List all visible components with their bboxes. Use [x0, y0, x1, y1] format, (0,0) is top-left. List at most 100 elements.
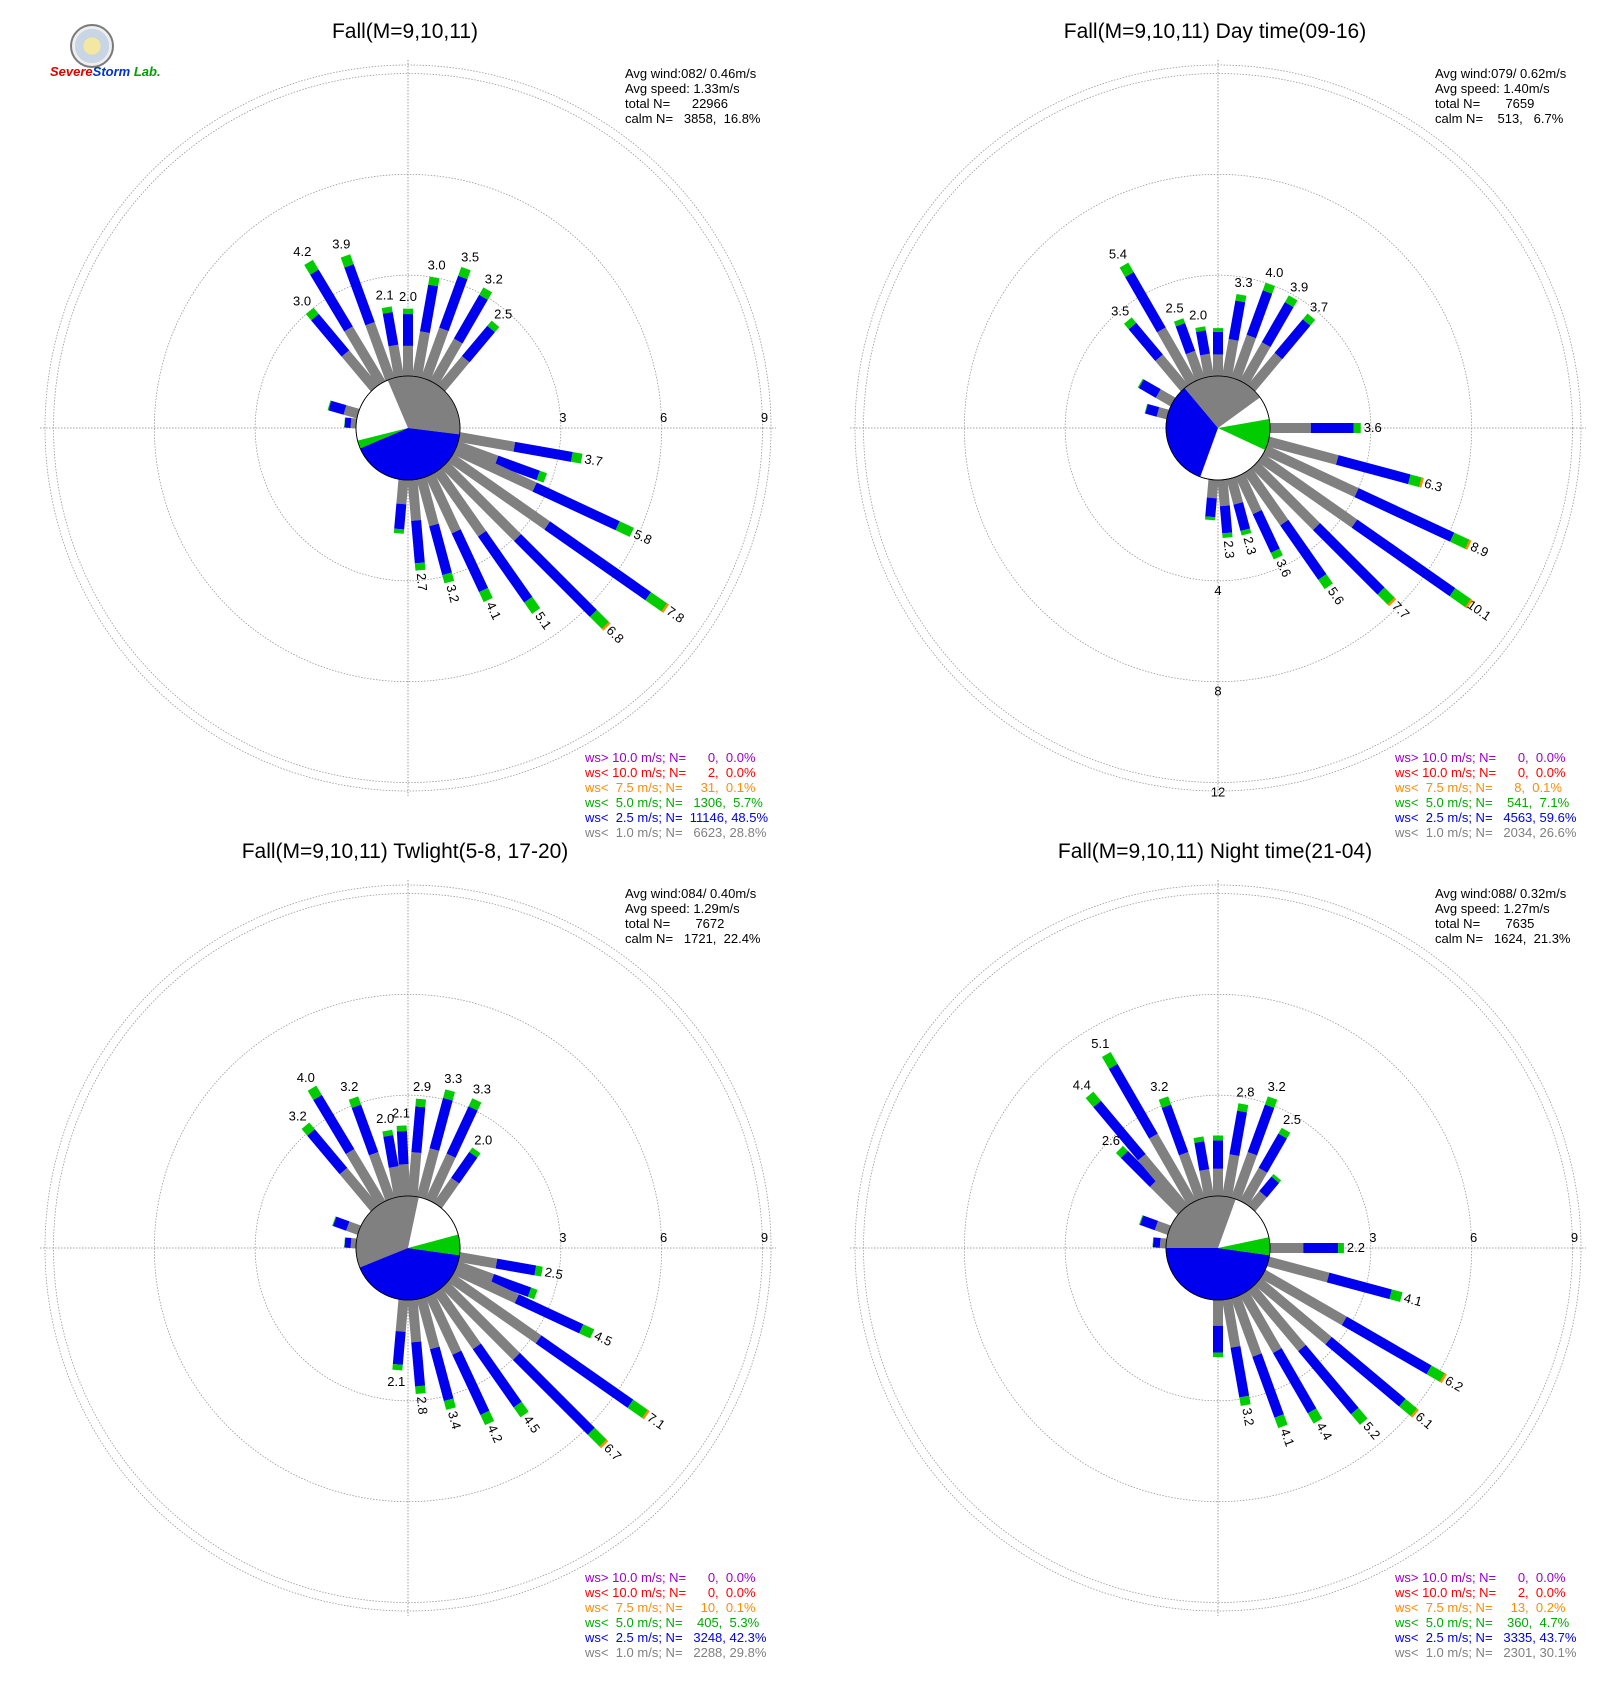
petal-320-gray — [1155, 354, 1189, 392]
panel-title: Fall(M=9,10,11) Twlight(5-8, 17-20) — [241, 840, 569, 863]
calm-sector-blue — [1166, 1248, 1270, 1300]
ring-2 — [153, 993, 663, 1503]
petal-label-20: 4.0 — [1265, 265, 1283, 280]
petal-25-green — [468, 1098, 482, 1111]
petal-0-green — [1213, 1135, 1223, 1141]
petal-100-gray — [458, 1252, 498, 1269]
petal-357-green — [396, 1125, 407, 1132]
petal-label-165: 3.4 — [445, 1409, 464, 1430]
petal-label-10: 3.0 — [428, 258, 446, 273]
petal-340-green — [1173, 318, 1186, 327]
petal-label-105: 6.3 — [1423, 476, 1444, 495]
petal-290-blue — [332, 1216, 350, 1231]
petal-140-blue — [1298, 1344, 1359, 1415]
petal-350-gray — [1199, 1169, 1214, 1198]
stat-calm: calm N= 1624, 21.3% — [1435, 931, 1571, 946]
petal-180-gray — [1213, 1300, 1223, 1326]
petal-175-blue — [1219, 505, 1233, 534]
petal-10-blue — [1228, 300, 1246, 341]
petal-125-green — [645, 592, 669, 613]
petal-275-green — [344, 1237, 346, 1248]
petal-115-blue — [532, 482, 620, 531]
petal-165-gray — [416, 1296, 440, 1350]
petal-155-gray — [425, 1293, 462, 1355]
petal-label-320: 3.0 — [293, 294, 311, 309]
petal-315-gray — [1149, 1179, 1185, 1215]
ring-1 — [1064, 1094, 1372, 1402]
petal-145-green — [1318, 574, 1333, 590]
petal-185-blue — [394, 503, 407, 530]
petal-145-gray — [433, 467, 487, 537]
petal-275-gray — [1159, 1237, 1167, 1249]
petal-286-blue — [328, 400, 347, 415]
petal-105-blue — [1326, 1272, 1392, 1300]
petal-155-green — [479, 587, 493, 603]
severe-storm-lab-logo: SevereStorm Lab. — [50, 22, 161, 84]
petal-330-blue — [1125, 272, 1166, 333]
stat-avg-wind: Avg wind:082/ 0.46m/s — [625, 66, 757, 81]
petal-0-gray — [1213, 1168, 1223, 1196]
petal-label-155: 4.2 — [485, 1422, 506, 1445]
petal-5-gray — [407, 1152, 422, 1197]
petal-label-30: 3.2 — [485, 271, 503, 286]
petal-125-orange — [1465, 598, 1473, 609]
petal-275-gray — [350, 1238, 357, 1249]
petal-300-green — [1137, 378, 1144, 388]
petal-110-blue — [494, 455, 540, 481]
petal-90-green — [1353, 423, 1361, 433]
petal-5-blue — [411, 1106, 426, 1153]
petal-label-330: 5.1 — [1091, 1036, 1109, 1051]
petal-30-blue — [1258, 1133, 1287, 1173]
ring-label-2: 6 — [660, 1230, 667, 1245]
stat-avg-wind: Avg wind:079/ 0.62m/s — [1435, 66, 1567, 81]
ring-outer — [854, 64, 1582, 792]
petal-165-green — [443, 1398, 456, 1410]
petal-label-155: 3.6 — [1273, 557, 1294, 580]
petal-320-green — [1124, 317, 1137, 330]
petal-label-350: 2.0 — [376, 1111, 394, 1126]
petal-110-blue — [490, 1274, 532, 1297]
calm-sector-blue — [1166, 388, 1218, 477]
wind-rose-plot: 3 6 92.24.16.26.15.24.44.13.24.45.12.63.2 2… — [850, 880, 1586, 1616]
petal-label-15: 3.3 — [444, 1071, 462, 1086]
petal-340-gray — [1185, 350, 1205, 381]
petal-185-blue — [1205, 497, 1217, 518]
petal-320-gray — [341, 350, 379, 392]
petal-20-blue — [1247, 1104, 1275, 1156]
petal-357-blue — [396, 1130, 409, 1165]
petal-350-blue — [383, 1135, 399, 1168]
petal-329-gray — [344, 326, 386, 387]
ring-3 — [53, 73, 763, 783]
university-seal-icon — [70, 24, 114, 68]
petal-145-gray — [433, 1287, 481, 1350]
petal-165-blue — [429, 1346, 454, 1402]
petal-125-blue — [544, 521, 652, 601]
petal-label-170: 3.2 — [1239, 1407, 1257, 1427]
petal-100-green — [571, 451, 583, 464]
petal-105-orange — [1418, 477, 1424, 488]
petal-329-blue — [310, 269, 353, 332]
petal-130-gray — [1254, 1277, 1332, 1345]
petal-label-340: 3.2 — [340, 1079, 358, 1094]
petal-175-green — [414, 562, 426, 571]
petal-10-gray — [412, 331, 430, 378]
legend-entry-lt7-5: ws< 7.5 m/s; N= 8, 0.1% — [1395, 780, 1562, 795]
petal-25-gray — [425, 1153, 456, 1203]
petal-125-orange — [641, 1409, 650, 1420]
petal-115-green — [1450, 532, 1471, 550]
petal-label-35: 2.0 — [474, 1133, 492, 1148]
legend-entry-lt10: ws< 10.0 m/s; N= 2, 0.0% — [1395, 1585, 1566, 1600]
petal-155-gray — [425, 473, 461, 534]
petal-175-blue — [411, 520, 425, 564]
petal-30-gray — [1239, 342, 1271, 386]
petal-110-gray — [455, 1261, 495, 1284]
petal-40-green — [1302, 313, 1316, 326]
legend-entry-lt5: ws< 5.0 m/s; N= 360, 4.7% — [1395, 1615, 1570, 1630]
petal-label-0: 2.0 — [399, 289, 417, 304]
petal-145-blue — [477, 530, 533, 603]
ring-label-2: 6 — [660, 410, 667, 425]
petal-340-green — [348, 1096, 362, 1108]
petal-40-blue — [461, 325, 495, 363]
petal-350-gray — [1200, 353, 1214, 378]
petal-340-gray — [365, 321, 395, 381]
